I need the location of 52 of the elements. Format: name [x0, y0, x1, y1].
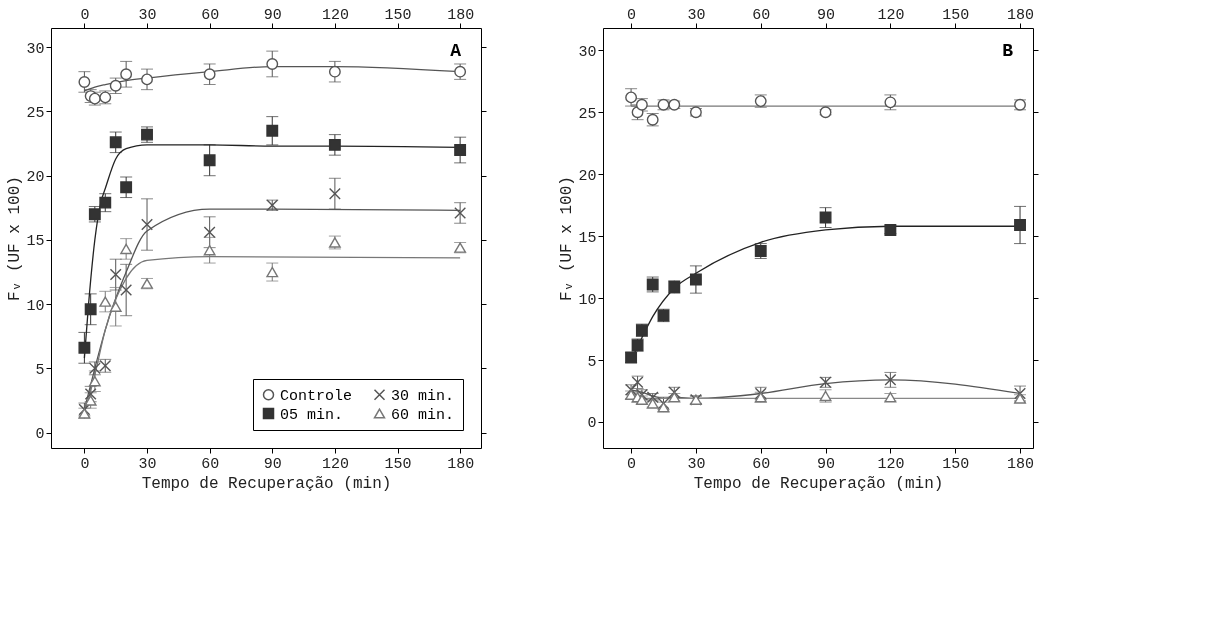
- x2-tick-label: 180: [447, 455, 475, 473]
- x2-tick-label: 60: [752, 455, 771, 473]
- y-tick-label: 20: [26, 169, 45, 187]
- x2-tick-label: 30: [138, 455, 157, 473]
- y-tick-label: 5: [587, 353, 597, 371]
- legend-label: 05 min.: [280, 406, 344, 424]
- x2-tick-label: 0: [80, 455, 90, 473]
- x2-tick-label: 90: [263, 455, 282, 473]
- x-tick-label: 30: [138, 6, 157, 24]
- y-tick-label: 0: [587, 415, 597, 433]
- x-tick-label: 60: [752, 6, 771, 24]
- y-tick-label: 30: [26, 40, 45, 58]
- x-tick-label: 120: [877, 6, 905, 24]
- y-tick-label: 25: [26, 104, 45, 122]
- y-tick-label: 25: [578, 105, 597, 123]
- x-tick-label: 0: [627, 6, 637, 24]
- y-axis-title: Fᵥ (UF x 100): [6, 176, 25, 301]
- x-tick-label: 0: [80, 6, 90, 24]
- x-axis-title: Tempo de Recuperação (min): [693, 474, 944, 493]
- y-tick-label: 0: [35, 426, 45, 444]
- x2-tick-label: 150: [942, 455, 970, 473]
- legend-label: 60 min.: [391, 406, 455, 424]
- x-tick-label: 30: [687, 6, 706, 24]
- x2-tick-label: 60: [201, 455, 220, 473]
- y-tick-label: 30: [578, 43, 597, 61]
- y-tick-label: 10: [26, 297, 45, 315]
- x-tick-label: 60: [201, 6, 220, 24]
- x-tick-label: 150: [942, 6, 970, 24]
- x2-tick-label: 180: [1007, 455, 1035, 473]
- y-tick-label: 10: [578, 291, 597, 309]
- x-tick-label: 180: [447, 6, 475, 24]
- x-tick-label: 150: [384, 6, 412, 24]
- x-axis-title: Tempo de Recuperação (min): [141, 474, 392, 493]
- x-tick-label: 120: [321, 6, 349, 24]
- x2-tick-label: 120: [321, 455, 349, 473]
- y-tick-label: 5: [35, 361, 45, 379]
- annotation: A: [450, 41, 462, 61]
- legend-label: 30 min.: [391, 387, 455, 405]
- x2-tick-label: 120: [877, 455, 905, 473]
- y-tick-label: 15: [578, 229, 597, 247]
- x2-tick-label: 150: [384, 455, 412, 473]
- x-tick-label: 90: [263, 6, 282, 24]
- annotation: B: [1002, 41, 1014, 61]
- y-axis-title: Fᵥ (UF x 100): [558, 176, 577, 301]
- x2-tick-label: 0: [627, 455, 637, 473]
- x2-tick-label: 90: [817, 455, 836, 473]
- y-tick-label: 15: [26, 233, 45, 251]
- x2-tick-label: 30: [687, 455, 706, 473]
- x-tick-label: 180: [1007, 6, 1035, 24]
- legend-label: Controle: [280, 387, 353, 405]
- y-tick-label: 20: [578, 167, 597, 185]
- x-tick-label: 90: [817, 6, 836, 24]
